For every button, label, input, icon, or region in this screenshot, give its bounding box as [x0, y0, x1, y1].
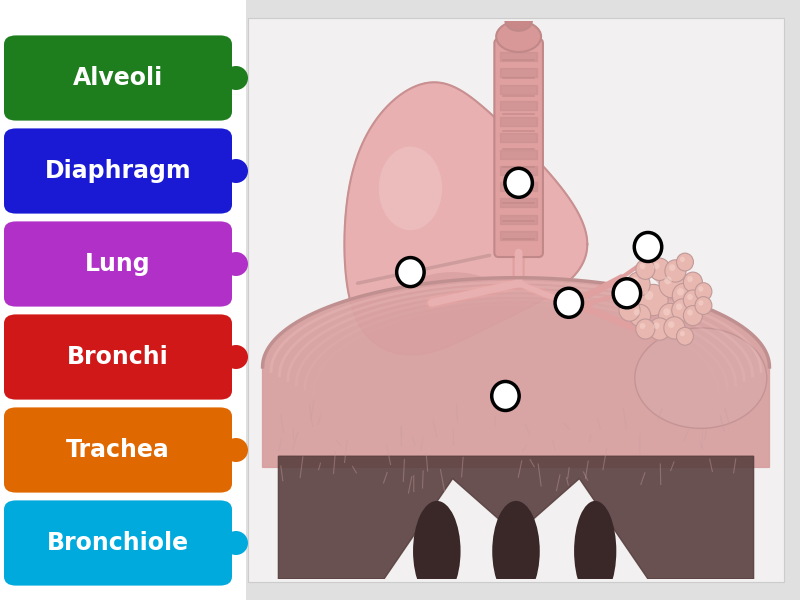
Circle shape: [687, 310, 693, 316]
Ellipse shape: [635, 328, 767, 428]
Polygon shape: [278, 456, 754, 579]
Ellipse shape: [413, 501, 461, 600]
Circle shape: [634, 232, 662, 262]
Ellipse shape: [224, 252, 248, 276]
FancyBboxPatch shape: [494, 39, 543, 257]
FancyBboxPatch shape: [4, 500, 232, 586]
Polygon shape: [345, 82, 587, 355]
Text: Trachea: Trachea: [66, 438, 170, 462]
Circle shape: [492, 382, 519, 410]
Circle shape: [623, 304, 630, 310]
Circle shape: [397, 257, 424, 287]
Ellipse shape: [492, 501, 540, 600]
Circle shape: [665, 260, 686, 282]
Circle shape: [664, 317, 685, 339]
Circle shape: [677, 328, 694, 345]
Circle shape: [618, 284, 638, 307]
Ellipse shape: [574, 501, 616, 600]
Ellipse shape: [224, 66, 248, 90]
Circle shape: [664, 277, 672, 284]
FancyBboxPatch shape: [248, 18, 784, 582]
FancyBboxPatch shape: [4, 314, 232, 400]
FancyBboxPatch shape: [4, 128, 232, 214]
Ellipse shape: [378, 146, 442, 230]
Text: Alveoli: Alveoli: [73, 66, 163, 90]
Circle shape: [640, 263, 646, 269]
FancyBboxPatch shape: [0, 0, 246, 600]
Circle shape: [695, 296, 712, 314]
Circle shape: [677, 253, 694, 271]
Ellipse shape: [496, 21, 541, 52]
Circle shape: [695, 283, 712, 301]
Circle shape: [683, 272, 702, 292]
Circle shape: [680, 257, 685, 262]
Circle shape: [677, 288, 684, 296]
Circle shape: [555, 288, 582, 317]
Ellipse shape: [224, 159, 248, 183]
Circle shape: [636, 319, 655, 339]
Circle shape: [619, 299, 640, 321]
Circle shape: [654, 263, 660, 269]
Circle shape: [668, 321, 674, 328]
Circle shape: [622, 289, 628, 296]
Circle shape: [636, 259, 655, 280]
Circle shape: [638, 284, 668, 316]
Circle shape: [680, 331, 685, 336]
FancyBboxPatch shape: [4, 407, 232, 493]
Circle shape: [672, 283, 695, 308]
Circle shape: [630, 304, 650, 327]
Circle shape: [634, 309, 640, 316]
Circle shape: [658, 304, 682, 328]
Circle shape: [645, 290, 654, 300]
Circle shape: [663, 308, 670, 316]
Ellipse shape: [506, 11, 532, 31]
Circle shape: [659, 271, 685, 298]
Ellipse shape: [224, 531, 248, 555]
Text: Bronchiole: Bronchiole: [47, 531, 189, 555]
Circle shape: [683, 305, 702, 326]
Circle shape: [683, 290, 702, 310]
Text: Bronchi: Bronchi: [67, 345, 169, 369]
Circle shape: [687, 276, 693, 282]
Text: Lung: Lung: [85, 252, 151, 276]
Circle shape: [687, 294, 693, 300]
Circle shape: [640, 323, 646, 329]
Circle shape: [676, 304, 682, 310]
Ellipse shape: [224, 438, 248, 462]
FancyBboxPatch shape: [4, 221, 232, 307]
Circle shape: [627, 272, 650, 296]
Text: Diaphragm: Diaphragm: [45, 159, 191, 183]
Circle shape: [698, 300, 703, 305]
Circle shape: [613, 279, 641, 308]
FancyBboxPatch shape: [4, 35, 232, 121]
Ellipse shape: [400, 272, 506, 328]
Polygon shape: [262, 278, 770, 467]
Circle shape: [505, 169, 532, 197]
Circle shape: [654, 322, 660, 329]
Circle shape: [649, 318, 670, 340]
Circle shape: [672, 299, 693, 321]
Ellipse shape: [224, 345, 248, 369]
Circle shape: [649, 258, 670, 280]
Circle shape: [669, 264, 675, 271]
Circle shape: [631, 277, 638, 284]
Circle shape: [698, 286, 703, 292]
